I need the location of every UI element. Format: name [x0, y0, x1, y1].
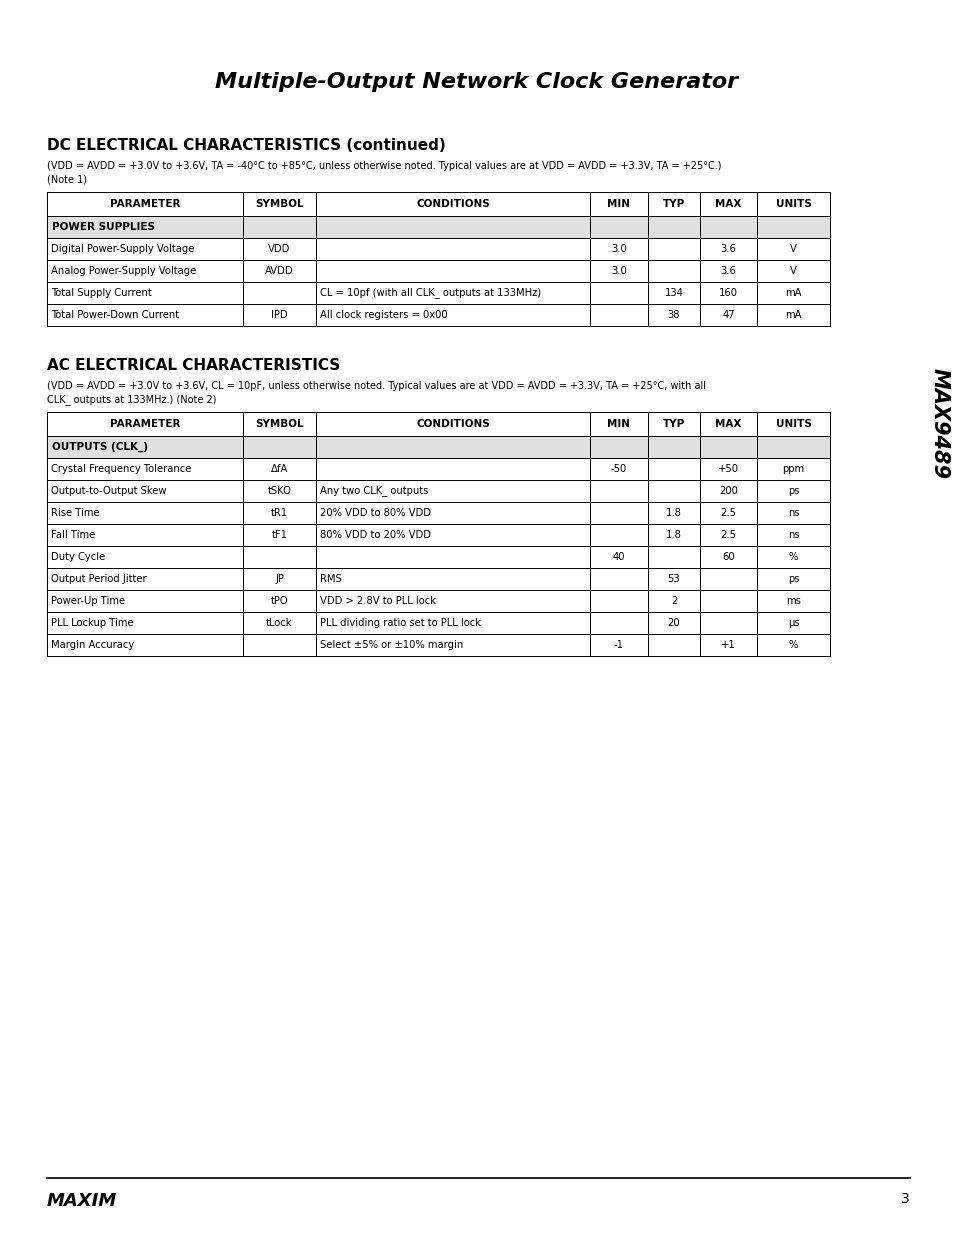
Text: Power-Up Time: Power-Up Time — [51, 597, 125, 606]
Text: PARAMETER: PARAMETER — [110, 199, 180, 209]
Text: mA: mA — [784, 310, 801, 320]
Text: 134: 134 — [664, 288, 682, 298]
Text: Rise Time: Rise Time — [51, 508, 99, 517]
Text: -1: -1 — [614, 640, 623, 650]
Text: 2.5: 2.5 — [720, 530, 736, 540]
Text: Select ±5% or ±10% margin: Select ±5% or ±10% margin — [319, 640, 463, 650]
Text: IPD: IPD — [271, 310, 288, 320]
Text: UNITS: UNITS — [775, 199, 811, 209]
Text: SYMBOL: SYMBOL — [254, 199, 303, 209]
Text: MAXIM: MAXIM — [47, 1192, 117, 1210]
Text: 2.5: 2.5 — [720, 508, 736, 517]
Text: ns: ns — [787, 508, 799, 517]
Text: AC ELECTRICAL CHARACTERISTICS: AC ELECTRICAL CHARACTERISTICS — [47, 358, 340, 373]
Text: JP: JP — [274, 574, 284, 584]
Text: SYMBOL: SYMBOL — [254, 419, 303, 429]
Text: %: % — [788, 640, 798, 650]
Text: tLock: tLock — [266, 618, 293, 629]
Text: MIN: MIN — [607, 199, 630, 209]
Text: 47: 47 — [721, 310, 734, 320]
Text: 3: 3 — [901, 1192, 909, 1207]
Text: 3.0: 3.0 — [611, 245, 626, 254]
Text: UNITS: UNITS — [775, 419, 811, 429]
Text: 1.8: 1.8 — [665, 508, 681, 517]
Text: Duty Cycle: Duty Cycle — [51, 552, 105, 562]
Text: tPO: tPO — [271, 597, 288, 606]
Text: 20% VDD to 80% VDD: 20% VDD to 80% VDD — [319, 508, 431, 517]
Text: MAX: MAX — [715, 199, 740, 209]
Text: PLL dividing ratio set to PLL lock: PLL dividing ratio set to PLL lock — [319, 618, 480, 629]
Text: %: % — [788, 552, 798, 562]
Text: tF1: tF1 — [272, 530, 287, 540]
Text: V: V — [789, 266, 796, 275]
Text: PLL Lockup Time: PLL Lockup Time — [51, 618, 133, 629]
Text: 2: 2 — [670, 597, 677, 606]
Text: Multiple-Output Network Clock Generator: Multiple-Output Network Clock Generator — [215, 72, 738, 91]
Text: POWER SUPPLIES: POWER SUPPLIES — [52, 222, 154, 232]
Text: Output Period Jitter: Output Period Jitter — [51, 574, 147, 584]
Text: Analog Power-Supply Voltage: Analog Power-Supply Voltage — [51, 266, 196, 275]
Text: 53: 53 — [667, 574, 679, 584]
Text: RMS: RMS — [319, 574, 341, 584]
Text: 1.8: 1.8 — [665, 530, 681, 540]
Text: CLK_ outputs at 133MHz.) (Note 2): CLK_ outputs at 133MHz.) (Note 2) — [47, 394, 216, 405]
Text: VDD > 2.8V to PLL lock: VDD > 2.8V to PLL lock — [319, 597, 436, 606]
Text: 3.6: 3.6 — [720, 266, 736, 275]
Text: OUTPUTS (CLK_): OUTPUTS (CLK_) — [52, 442, 148, 452]
Text: 80% VDD to 20% VDD: 80% VDD to 20% VDD — [319, 530, 431, 540]
Text: -50: -50 — [610, 464, 626, 474]
Text: (Note 1): (Note 1) — [47, 174, 87, 184]
Text: Crystal Frequency Tolerance: Crystal Frequency Tolerance — [51, 464, 192, 474]
Text: Total Supply Current: Total Supply Current — [51, 288, 152, 298]
Text: PARAMETER: PARAMETER — [110, 419, 180, 429]
Text: MAX9489: MAX9489 — [929, 368, 949, 479]
Text: 38: 38 — [667, 310, 679, 320]
Text: tR1: tR1 — [271, 508, 288, 517]
Text: ns: ns — [787, 530, 799, 540]
Text: V: V — [789, 245, 796, 254]
Text: tSKO: tSKO — [267, 487, 291, 496]
Text: 60: 60 — [721, 552, 734, 562]
Text: Total Power-Down Current: Total Power-Down Current — [51, 310, 179, 320]
Text: All clock registers = 0x00: All clock registers = 0x00 — [319, 310, 447, 320]
Text: (VDD = AVDD = +3.0V to +3.6V, TA = -40°C to +85°C, unless otherwise noted. Typic: (VDD = AVDD = +3.0V to +3.6V, TA = -40°C… — [47, 161, 720, 170]
Text: 20: 20 — [667, 618, 679, 629]
Text: ΔfA: ΔfA — [271, 464, 288, 474]
Text: DC ELECTRICAL CHARACTERISTICS (continued): DC ELECTRICAL CHARACTERISTICS (continued… — [47, 138, 445, 153]
Text: +50: +50 — [718, 464, 739, 474]
Text: TYP: TYP — [662, 419, 684, 429]
Text: CONDITIONS: CONDITIONS — [416, 199, 489, 209]
Text: +1: +1 — [720, 640, 735, 650]
Text: 200: 200 — [719, 487, 738, 496]
Text: MAX: MAX — [715, 419, 740, 429]
Text: AVDD: AVDD — [265, 266, 294, 275]
Text: CONDITIONS: CONDITIONS — [416, 419, 489, 429]
Bar — [47, 436, 829, 458]
Text: Digital Power-Supply Voltage: Digital Power-Supply Voltage — [51, 245, 194, 254]
Text: Any two CLK_ outputs: Any two CLK_ outputs — [319, 485, 428, 496]
Text: ppm: ppm — [781, 464, 803, 474]
Text: ms: ms — [785, 597, 801, 606]
Text: Output-to-Output Skew: Output-to-Output Skew — [51, 487, 167, 496]
Text: Margin Accuracy: Margin Accuracy — [51, 640, 134, 650]
Text: 3.6: 3.6 — [720, 245, 736, 254]
Text: Fall Time: Fall Time — [51, 530, 95, 540]
Text: ps: ps — [787, 487, 799, 496]
Text: 160: 160 — [719, 288, 738, 298]
Text: TYP: TYP — [662, 199, 684, 209]
Text: (VDD = AVDD = +3.0V to +3.6V, CL = 10pF, unless otherwise noted. Typical values : (VDD = AVDD = +3.0V to +3.6V, CL = 10pF,… — [47, 382, 705, 391]
Text: CL = 10pf (with all CLK_ outputs at 133MHz): CL = 10pf (with all CLK_ outputs at 133M… — [319, 288, 540, 299]
Text: µs: µs — [787, 618, 799, 629]
Text: 3.0: 3.0 — [611, 266, 626, 275]
Bar — [47, 216, 829, 238]
Text: ps: ps — [787, 574, 799, 584]
Text: VDD: VDD — [268, 245, 291, 254]
Text: mA: mA — [784, 288, 801, 298]
Text: MIN: MIN — [607, 419, 630, 429]
Text: 40: 40 — [612, 552, 624, 562]
